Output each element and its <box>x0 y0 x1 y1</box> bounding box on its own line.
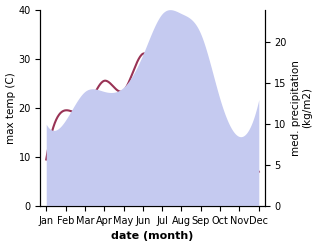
X-axis label: date (month): date (month) <box>111 231 194 242</box>
Y-axis label: max temp (C): max temp (C) <box>5 72 16 144</box>
Y-axis label: med. precipitation
(kg/m2): med. precipitation (kg/m2) <box>291 60 313 156</box>
